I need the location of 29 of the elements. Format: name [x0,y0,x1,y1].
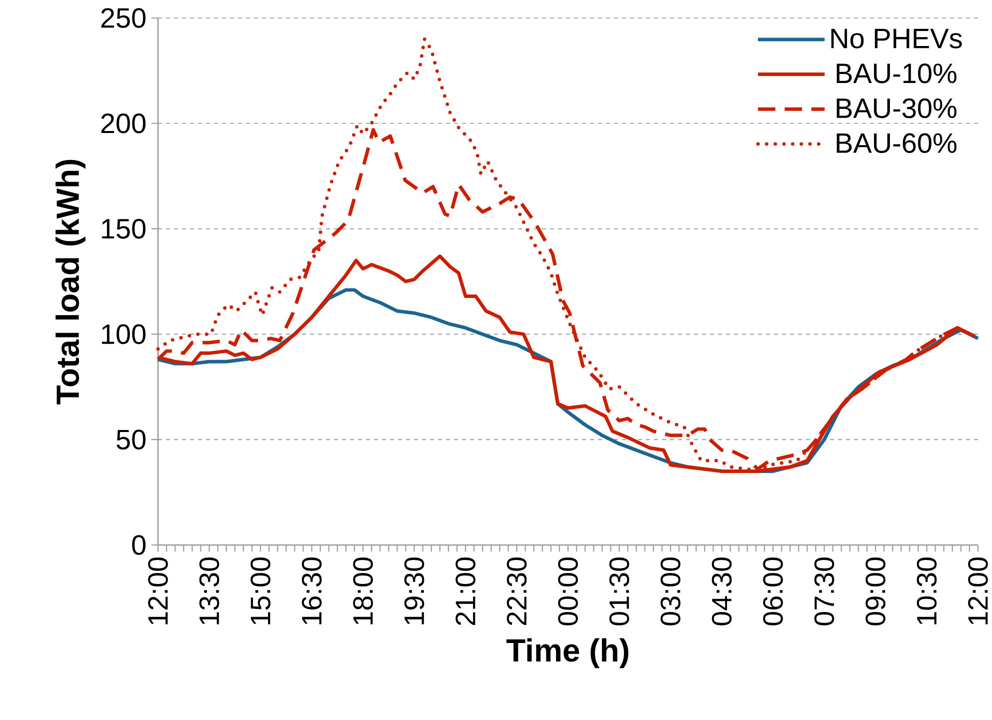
x-tick-label: 16:30 [302,557,322,624]
x-tick-label: 07:30 [814,557,834,626]
x-axis-title: Time (h) [506,638,628,668]
x-tick-label: 09:00 [866,557,886,626]
x-tick-label: 12:00 [968,557,988,624]
legend-label: No PHEVs [831,28,962,48]
x-tick-label: 22:30 [506,557,527,626]
x-tick-label: 12:00 [148,557,168,624]
x-tick-label: 13:30 [199,557,220,624]
y-tick-label: 50 [116,430,146,450]
x-tick-label: 03:00 [660,557,680,626]
x-tick-label: 06:00 [763,557,783,626]
y-tick-label: 150 [102,218,146,239]
x-tick-label: 19:30 [404,557,424,624]
x-tick-label: 01:30 [609,557,630,626]
legend-label: BAU-60% [836,133,956,154]
x-tick-label: 18:00 [353,557,373,624]
y-tick-label: 0 [132,535,146,555]
x-tick-label: 00:00 [558,557,578,626]
x-tick-label: 10:30 [916,557,937,624]
y-axis-title: Total load (kWh) [56,160,86,404]
x-tick-label: 15:00 [250,557,270,624]
legend-label: BAU-30% [836,98,956,118]
y-tick-label: 100 [102,324,146,344]
legend-label: BAU-10% [836,63,956,84]
y-tick-label: 200 [101,113,146,134]
y-tick-label: 250 [101,8,146,28]
x-tick-label: 04:30 [712,557,732,626]
x-tick-label: 21:00 [456,557,476,626]
